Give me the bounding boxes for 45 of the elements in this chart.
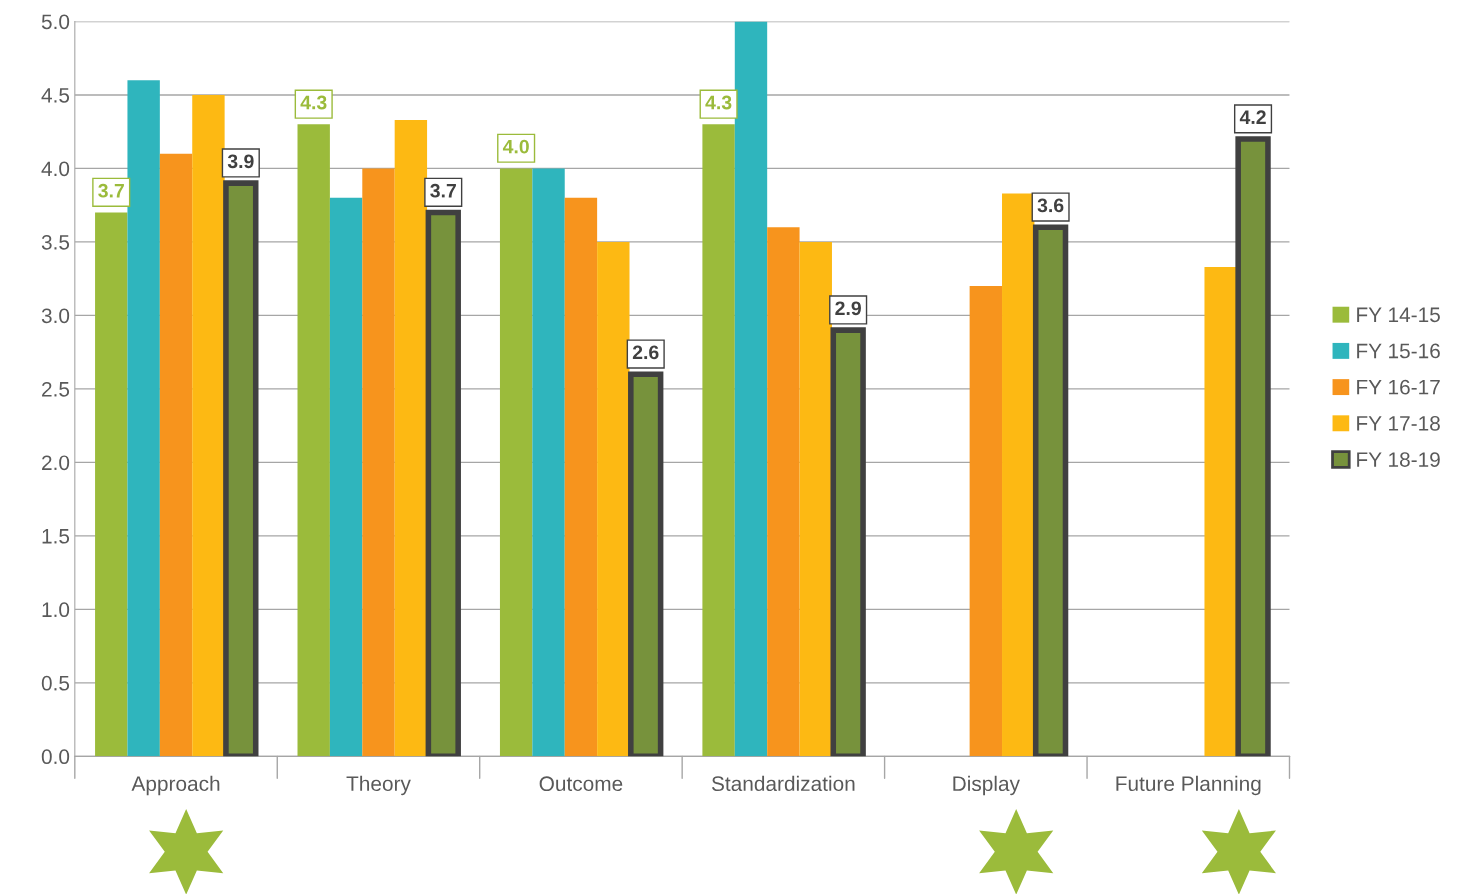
data-label: 4.0 bbox=[502, 139, 529, 154]
x-tick-label: Future Planning bbox=[1116, 775, 1261, 796]
y-tick-label: 4.5 bbox=[41, 88, 70, 103]
data-label: 4.2 bbox=[1239, 110, 1266, 124]
legend-label: FY 18-19 bbox=[1357, 452, 1440, 467]
y-tick-label: 3.0 bbox=[41, 308, 70, 324]
bar bbox=[532, 168, 565, 757]
bar bbox=[297, 124, 330, 757]
bar bbox=[362, 168, 395, 757]
x-tick-label: Theory bbox=[346, 775, 411, 796]
bar bbox=[564, 197, 598, 757]
y-tick-label: 0.5 bbox=[41, 675, 70, 691]
bar bbox=[95, 212, 128, 757]
data-label: 4.3 bbox=[300, 95, 327, 110]
legend-label: FY 14-15 bbox=[1357, 307, 1440, 323]
y-tick-label: 4.0 bbox=[41, 161, 70, 177]
y-tick-label: 5.0 bbox=[41, 14, 70, 30]
bar bbox=[767, 227, 800, 757]
y-tick-label: 2.0 bbox=[42, 455, 70, 471]
y-tick-label: 2.5 bbox=[42, 381, 70, 397]
legend-label: FY 16-17 bbox=[1357, 379, 1440, 395]
x-tick-label: Display bbox=[953, 775, 1020, 796]
data-label: 2.9 bbox=[835, 301, 861, 316]
data-label: 3.9 bbox=[227, 154, 254, 169]
y-tick-label: 1.5 bbox=[42, 529, 70, 544]
legend-label: FY 17-18 bbox=[1357, 415, 1440, 431]
y-tick-label: 0.0 bbox=[41, 749, 70, 765]
legend-label: FY 15-16 bbox=[1357, 343, 1440, 359]
bar bbox=[734, 21, 768, 757]
bar bbox=[329, 197, 363, 757]
data-label: 3.6 bbox=[1037, 198, 1064, 213]
bar bbox=[702, 124, 735, 757]
bar bbox=[499, 168, 533, 757]
bar bbox=[969, 286, 1003, 757]
y-tick-label: 1.0 bbox=[42, 602, 70, 618]
bar bbox=[127, 80, 160, 757]
x-tick-label: Approach bbox=[131, 775, 220, 796]
bar bbox=[159, 153, 193, 757]
data-label: 3.7 bbox=[98, 183, 124, 198]
x-tick-label: Standardization bbox=[711, 775, 855, 792]
data-label: 2.6 bbox=[632, 345, 659, 360]
data-label: 4.3 bbox=[705, 95, 732, 110]
x-tick-label: Outcome bbox=[539, 776, 623, 792]
y-tick-label: 3.5 bbox=[41, 234, 70, 250]
data-label: 3.7 bbox=[430, 183, 456, 198]
